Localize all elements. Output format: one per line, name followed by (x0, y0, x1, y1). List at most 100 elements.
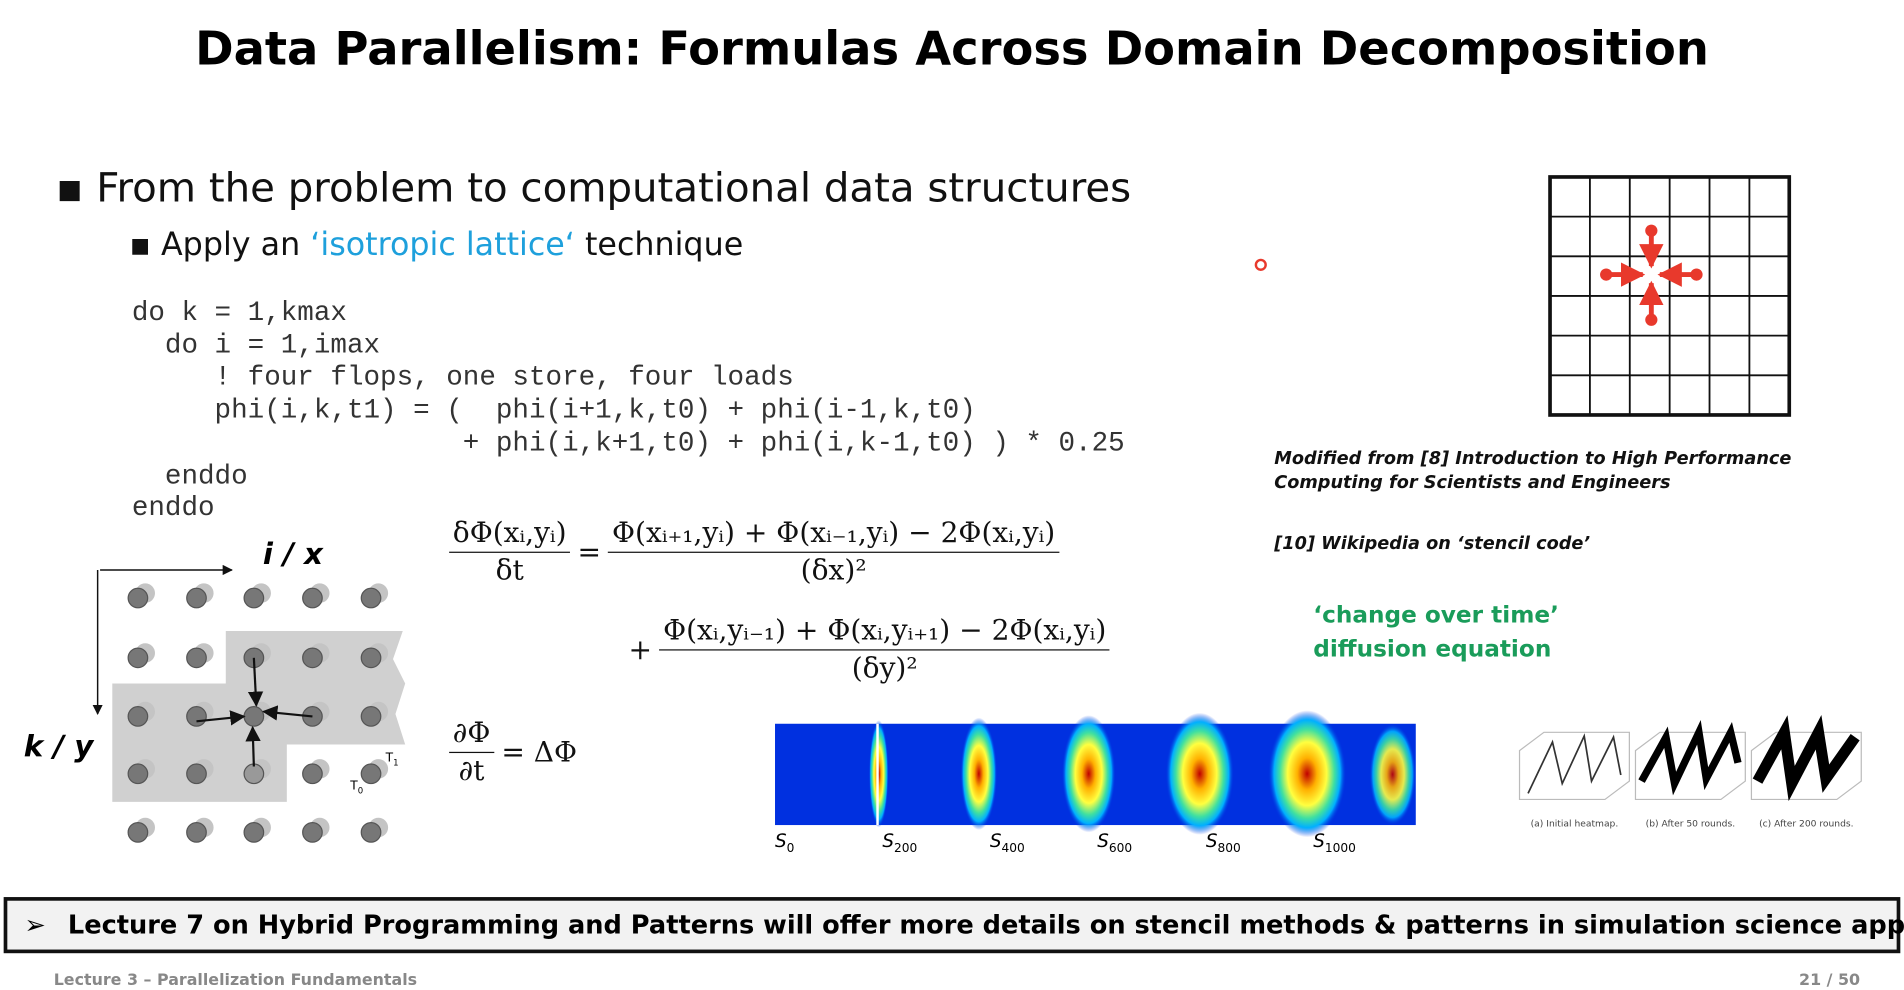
note: ‘change over time’ diffusion equation (1313, 598, 1559, 666)
fraction: δΦ(xᵢ,yᵢ) δt (449, 517, 571, 588)
node (186, 706, 207, 727)
note-line: ‘change over time’ (1313, 601, 1559, 629)
node (127, 822, 149, 843)
node (243, 822, 265, 843)
step-label: S600 (1097, 831, 1132, 855)
code-block: do k = 1,kmax do i = 1,imax ! four flops… (132, 297, 1125, 525)
node (360, 647, 382, 669)
denominator: (δy)² (851, 652, 918, 685)
rhs: ΔΦ (533, 736, 578, 769)
code-line: phi(i,k,t1) = ( phi(i+1,k,t0) + phi(i-1,… (131, 394, 976, 427)
fraction: Φ(xᵢ,yᵢ₋₁) + Φ(xᵢ,yᵢ₊₁) − 2Φ(xᵢ,yᵢ) (δy)² (659, 615, 1110, 685)
step-label-sub: 1000 (1325, 841, 1356, 855)
reference: [10] Wikipedia on ‘stencil code’ (1274, 534, 1591, 555)
slide-title: Data Parallelism: Formulas Across Domain… (195, 21, 1709, 76)
time-label: T0 (349, 779, 363, 797)
numerator: Φ(xᵢ,yᵢ₋₁) + Φ(xᵢ,yᵢ₊₁) − 2Φ(xᵢ,yᵢ) (659, 615, 1110, 651)
step-label-base: S (1313, 831, 1325, 852)
time-label-sub: 0 (358, 786, 363, 796)
step-label-base: S (775, 831, 787, 852)
time-label-base: T (385, 751, 394, 765)
highlight: ‘isotropic lattice‘ (310, 227, 575, 264)
heatmap: S0 S200 S400 S600 S800 S1000 (775, 710, 1416, 855)
step-label-base: S (990, 831, 1002, 852)
plot-caption: (a) Initial heatmap. (1531, 819, 1619, 829)
code-line: ! four flops, one store, four loads (131, 361, 794, 394)
node (186, 647, 207, 669)
sub-bullet: ▪ Apply an ‘isotropic lattice‘ technique (129, 227, 744, 264)
page-number: 21 / 50 (1799, 971, 1861, 990)
formula: ∂Φ ∂t = ΔΦ (442, 718, 578, 788)
node (127, 647, 149, 669)
denominator: ∂t (458, 755, 485, 788)
node (302, 763, 323, 785)
axis-label: k / y (24, 730, 96, 764)
lattice-diagram: i / x k / y T0 T1 (24, 537, 406, 843)
callout-text: Lecture 7 on Hybrid Programming and Patt… (67, 910, 1904, 940)
step-label-base: S (882, 831, 894, 852)
stencil-grid (1254, 175, 1792, 417)
step-label: S800 (1206, 831, 1241, 855)
node (360, 706, 382, 727)
node (127, 706, 149, 727)
numerator: Φ(xᵢ₊₁,yᵢ) + Φ(xᵢ₋₁,yᵢ) − 2Φ(xᵢ,yᵢ) (608, 517, 1059, 553)
denominator: (δx)² (800, 555, 867, 588)
node (360, 822, 382, 843)
numerator: ∂Φ (449, 718, 494, 754)
reference: Modified from [8] Introduction to High P… (1274, 449, 1792, 469)
step-label-sub: 400 (1001, 841, 1024, 855)
node (302, 647, 323, 669)
plot-caption: (b) After 50 rounds. (1646, 819, 1735, 829)
code-line: do k = 1,kmax (131, 296, 347, 329)
node (360, 763, 382, 785)
step-label-base: S (1097, 831, 1109, 852)
node (127, 763, 149, 785)
code-line: do i = 1,imax (131, 329, 381, 361)
fraction: ∂Φ ∂t (449, 718, 494, 788)
formula: δΦ(xᵢ,yᵢ) δt = Φ(xᵢ₊₁,yᵢ) + Φ(xᵢ₋₁,yᵢ) − … (442, 517, 1066, 587)
note-line: diffusion equation (1313, 635, 1552, 663)
time-label-sub: 1 (393, 758, 398, 768)
node (243, 587, 265, 609)
step-label-sub: 600 (1109, 841, 1132, 855)
arrow-icon: ➢ (24, 910, 46, 940)
sub-bullet-text: Apply an (160, 227, 301, 264)
node (302, 822, 323, 843)
plot-caption: (c) After 200 rounds. (1759, 819, 1853, 829)
node (127, 587, 149, 609)
sub-bullet-text: technique (584, 227, 744, 264)
step-label: S400 (990, 831, 1025, 855)
callout: ➢ Lecture 7 on Hybrid Programming and Pat… (3, 897, 1904, 954)
time-label: T1 (385, 751, 399, 769)
axis-label: i / x (263, 537, 324, 571)
node (243, 706, 265, 727)
step-label: S0 (775, 831, 794, 855)
node (360, 587, 382, 609)
numerator: δΦ(xᵢ,yᵢ) (449, 517, 571, 553)
code-line: enddo (131, 459, 248, 492)
node (186, 587, 207, 609)
step-label: S1000 (1313, 831, 1356, 855)
operator: = (501, 736, 525, 769)
denominator: δt (495, 555, 524, 588)
operator: = (577, 536, 602, 569)
bullet: ▪ From the problem to computational data… (56, 163, 1132, 212)
fraction: Φ(xᵢ₊₁,yᵢ) + Φ(xᵢ₋₁,yᵢ) − 2Φ(xᵢ,yᵢ) (δx)² (608, 517, 1059, 587)
node (186, 763, 207, 785)
reference: Computing for Scientists and Engineers (1274, 473, 1671, 494)
step-label-base: S (1206, 831, 1218, 852)
footer-left: Lecture 3 – Parallelization Fundamentals (53, 971, 418, 990)
code-line: + phi(i,k+1,t0) + phi(i,k-1,t0) ) * 0.25 (131, 426, 1125, 459)
node (243, 763, 265, 785)
step-label-sub: 200 (894, 841, 917, 855)
time-label-base: T (349, 779, 358, 793)
step-label-sub: 0 (787, 841, 795, 855)
node (186, 822, 207, 843)
node (302, 587, 323, 609)
formula: + Φ(xᵢ,yᵢ₋₁) + Φ(xᵢ,yᵢ₊₁) − 2Φ(xᵢ,yᵢ) (δy… (629, 615, 1118, 685)
heat-plots: (a) Initial heatmap. (b) After 50 rounds.… (1518, 715, 1862, 829)
step-label: S200 (882, 831, 917, 855)
